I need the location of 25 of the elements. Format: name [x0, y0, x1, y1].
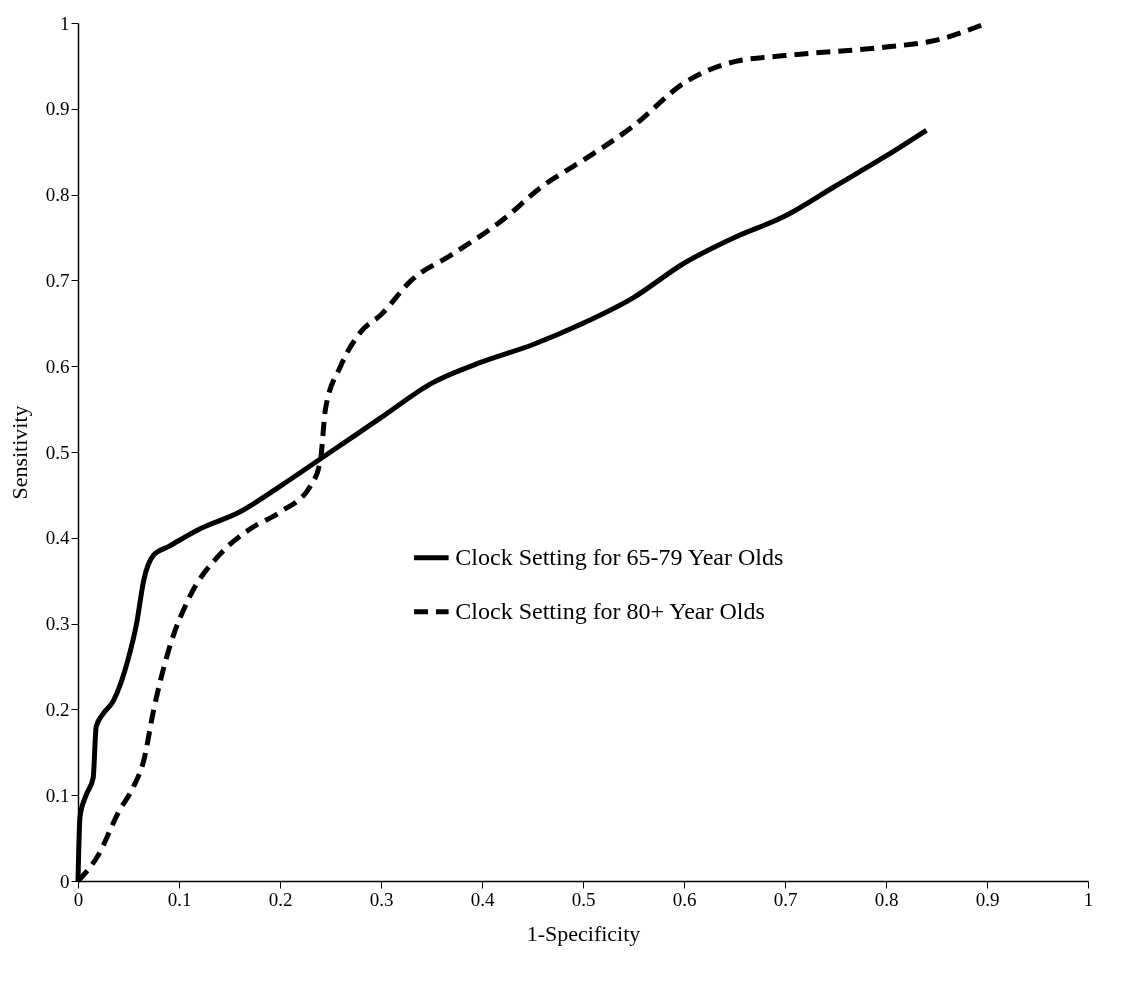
x-tick-label: 0.2 [268, 888, 293, 910]
x-tick-label: 0.4 [470, 888, 495, 910]
y-tick-label: 0 [60, 870, 70, 892]
y-tick-label: 1 [60, 12, 70, 34]
y-tick-label: 0.3 [45, 613, 70, 635]
x-axis-title: 1-Specificity [526, 920, 641, 946]
y-tick-label: 0.7 [45, 269, 70, 291]
y-tick-label: 0.9 [45, 98, 70, 120]
y-axis-title: Sensitivity [6, 405, 32, 500]
y-tick-label: 0.1 [45, 784, 70, 806]
legend-label: Clock Setting for 80+ Year Olds [455, 597, 765, 624]
y-tick-label: 0.5 [45, 441, 70, 463]
y-tick-label: 0.4 [45, 527, 70, 549]
x-tick-label: 0.6 [672, 888, 697, 910]
x-tick-label: 0.7 [773, 888, 798, 910]
x-tick-label: 0.9 [975, 888, 1000, 910]
x-tick-label: 0.3 [369, 888, 394, 910]
x-tick-label: 1 [1083, 888, 1094, 910]
y-tick-label: 0.6 [45, 355, 70, 377]
y-tick-label: 0.8 [45, 184, 70, 206]
y-tick-label: 0.2 [45, 698, 70, 720]
x-tick-label: 0.1 [167, 888, 192, 910]
x-tick-label: 0.8 [874, 888, 899, 910]
legend-label: Clock Setting for 65-79 Year Olds [455, 543, 784, 570]
x-tick-label: 0.5 [571, 888, 596, 910]
